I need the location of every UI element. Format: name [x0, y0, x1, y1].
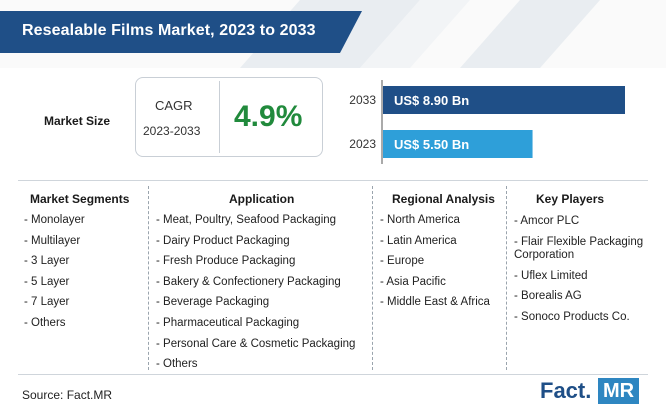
application-title: Application — [229, 192, 295, 206]
cagr-period: 2023-2033 — [143, 124, 201, 138]
title-band — [0, 11, 362, 53]
players-list: - Amcor PLC - Flair Flexible Packaging Co… — [514, 215, 656, 331]
application-list: - Meat, Poultry, Seafood Packaging - Dair… — [156, 210, 355, 375]
page-title: Resealable Films Market, 2023 to 2033 — [22, 22, 316, 39]
source-note: Source: Fact.MR — [22, 388, 113, 402]
application-item: - Others — [156, 358, 198, 371]
column-divider-3 — [506, 186, 507, 370]
regional-list: - North America - Latin America - Europe - … — [380, 210, 490, 313]
column-divider-1 — [148, 186, 149, 370]
segments-list: - Monolayer - Multilayer - 3 Layer - 5 Laye… — [24, 210, 85, 334]
application-item: - Personal Care & Cosmetic Packaging — [156, 337, 356, 350]
segment-item: - 5 Layer — [24, 275, 70, 288]
segment-item: - 7 Layer — [24, 296, 70, 309]
application-item: - Fresh Produce Packaging — [156, 255, 296, 268]
market-size-bar-chart: 2033 US$ 8.90 Bn 2023 US$ 5.50 Bn — [349, 80, 625, 164]
player-item: - Uflex Limited — [514, 269, 588, 282]
region-item: - North America — [380, 214, 460, 226]
segments-title: Market Segments — [30, 192, 130, 206]
bar-2033 — [383, 86, 625, 114]
logo-mr-text: MR — [598, 378, 640, 404]
segment-item: - Others — [24, 316, 66, 329]
regional-title: Regional Analysis — [392, 192, 495, 206]
segment-item: - 3 Layer — [24, 255, 70, 268]
column-divider-2 — [372, 186, 373, 370]
player-item: - Flair Flexible Packaging Corporation — [514, 235, 644, 262]
player-item: - Amcor PLC — [514, 215, 580, 227]
logo-fact-text: Fact. — [540, 378, 592, 403]
application-item: - Dairy Product Packaging — [156, 234, 290, 247]
cagr-divider — [219, 81, 220, 153]
category-label-2033: 2033 — [349, 93, 376, 107]
cagr-value: 4.9% — [234, 100, 303, 133]
header-banner: Resealable Films Market, 2023 to 2033 — [0, 0, 666, 68]
bar-2023 — [383, 130, 533, 158]
segment-item: - Multilayer — [24, 234, 81, 247]
segment-item: - Monolayer — [24, 214, 85, 226]
region-item: - Latin America — [380, 234, 457, 247]
value-label-2033: US$ 8.90 Bn — [394, 93, 469, 108]
region-item: - Asia Pacific — [380, 275, 446, 288]
application-item: - Beverage Packaging — [156, 296, 270, 309]
application-item: - Meat, Poultry, Seafood Packaging — [156, 214, 337, 226]
market-size-label: Market Size — [44, 114, 111, 128]
cagr-label: CAGR — [155, 98, 193, 113]
region-item: - Middle East & Africa — [380, 296, 490, 309]
category-label-2023: 2023 — [349, 137, 376, 151]
section-divider-top — [18, 180, 648, 181]
region-item: - Europe — [380, 255, 425, 268]
players-title: Key Players — [536, 192, 605, 206]
application-item: - Bakery & Confectionery Packaging — [156, 275, 341, 288]
cagr-box — [135, 77, 323, 157]
player-item: - Sonoco Products Co. — [514, 310, 630, 323]
factmr-logo: Fact. MR — [540, 376, 652, 406]
application-item: - Pharmaceutical Packaging — [156, 316, 300, 329]
value-label-2023: US$ 5.50 Bn — [394, 137, 469, 152]
section-divider-bottom — [18, 374, 648, 375]
player-item: - Borealis AG — [514, 290, 582, 302]
